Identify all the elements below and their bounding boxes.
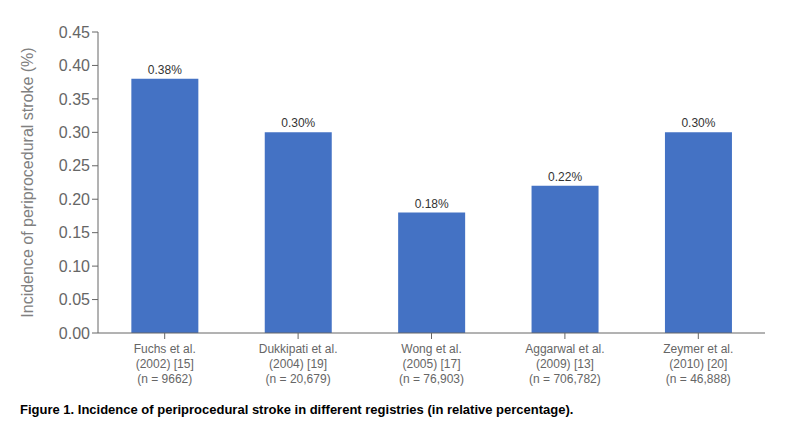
svg-text:0.05: 0.05 (59, 291, 90, 308)
svg-text:Fuchs et al.(2002) [15](n = 96: Fuchs et al.(2002) [15](n = 9662) (134, 342, 196, 386)
svg-text:0.40: 0.40 (59, 57, 90, 74)
svg-text:0.35: 0.35 (59, 91, 90, 108)
svg-text:Incidence of periprocedural st: Incidence of periprocedural stroke (%) (19, 47, 36, 317)
svg-text:0.30: 0.30 (59, 124, 90, 141)
svg-text:0.45: 0.45 (59, 24, 90, 41)
svg-text:Dukkipati et al.(2004) [19](n: Dukkipati et al.(2004) [19](n = 20,679) (259, 342, 338, 386)
html-text:Figure 1. Incidence of peripro: Figure 1. Incidence of periprocedural st… (20, 402, 574, 417)
svg-text:Wong et al.(2005) [17](n = 76,: Wong et al.(2005) [17](n = 76,903) (399, 342, 464, 386)
svg-text:0.25: 0.25 (59, 157, 90, 174)
svg-text:Aggarwal et al.(2009) [13](n =: Aggarwal et al.(2009) [13](n = 706,782) (525, 342, 604, 386)
svg-text:0.15: 0.15 (59, 224, 90, 241)
svg-text:0.00: 0.00 (59, 325, 90, 342)
svg-text:0.38%: 0.38% (148, 63, 182, 77)
svg-text:0.30%: 0.30% (281, 116, 315, 130)
svg-text:Zeymer et al.(2010) [20](n = 4: Zeymer et al.(2010) [20](n = 46,888) (663, 342, 733, 386)
svg-text:0.30%: 0.30% (681, 116, 715, 130)
svg-text:0.20: 0.20 (59, 191, 90, 208)
svg-text:0.22%: 0.22% (548, 170, 582, 184)
svg-text:0.10: 0.10 (59, 258, 90, 275)
svg-text:0.18%: 0.18% (415, 197, 449, 211)
